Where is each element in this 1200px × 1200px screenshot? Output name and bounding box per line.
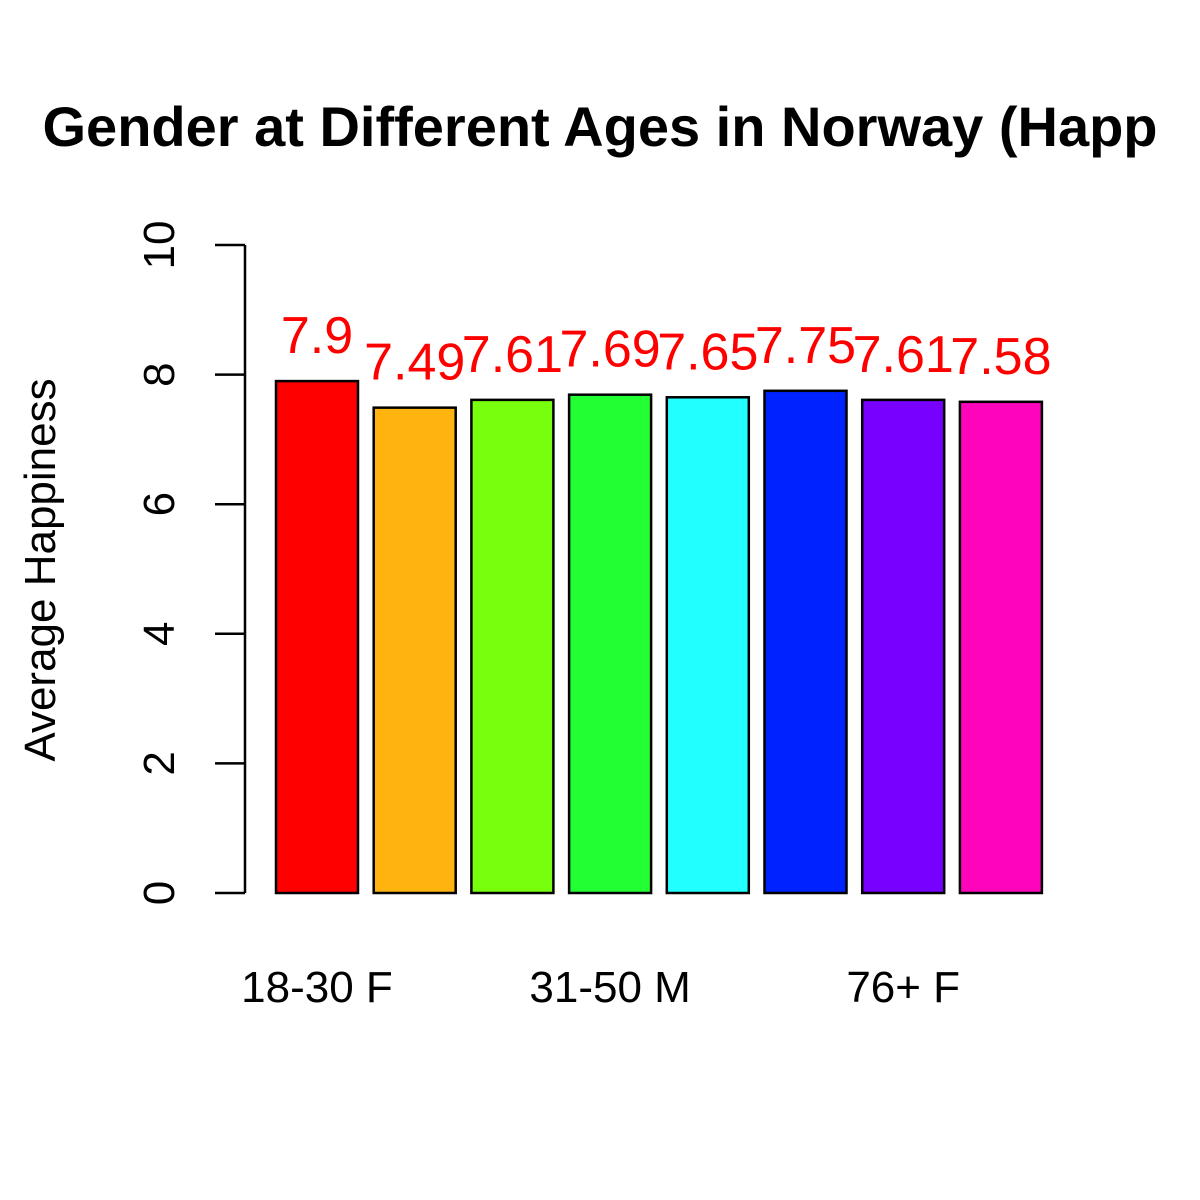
data-label: 7.49	[364, 334, 465, 392]
x-tick-labels: 18-30 F 31-50 M 76+ F	[241, 963, 960, 1012]
x-tick-label: 76+ F	[846, 963, 960, 1012]
bar	[470, 398, 555, 895]
bar	[958, 400, 1044, 895]
y-axis: 0 2 4 6 8 10	[135, 221, 247, 905]
data-label: 7.69	[559, 321, 660, 379]
data-label: 7.65	[657, 323, 758, 381]
bar	[860, 398, 946, 895]
x-tick-label: 18-30 F	[241, 963, 393, 1012]
bar	[665, 396, 751, 895]
x-tick-label: 31-50 M	[529, 963, 690, 1012]
data-label: 7.61	[462, 326, 563, 384]
y-tick-label: 0	[135, 881, 184, 905]
data-label: 7.75	[755, 317, 856, 375]
bar	[567, 393, 653, 895]
y-axis-label: Average Happiness	[16, 378, 65, 761]
bar	[372, 406, 457, 895]
y-tick-label: 4	[135, 622, 184, 646]
bar	[274, 379, 360, 895]
data-labels: 7.9 7.497.617.697.657.757.617.58	[281, 307, 1052, 392]
chart-title: Gender at Different Ages in Norway (Happ	[43, 95, 1158, 158]
bars	[274, 379, 1044, 895]
y-tick-label: 2	[135, 751, 184, 775]
data-label: 7.61	[853, 326, 954, 384]
data-label: 7.9	[281, 307, 353, 365]
data-label: 7.58	[950, 328, 1051, 386]
y-tick-label: 8	[135, 362, 184, 386]
bar	[763, 389, 848, 895]
y-tick-label: 6	[135, 492, 184, 516]
y-tick-label: 10	[135, 221, 184, 270]
